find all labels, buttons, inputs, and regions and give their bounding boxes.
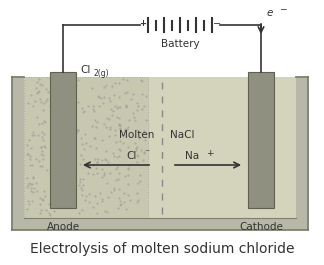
Bar	[24, 77, 148, 218]
Bar	[296, 77, 308, 230]
Text: Anode: Anode	[46, 222, 80, 232]
Text: ⁻: ⁻	[145, 148, 150, 158]
Text: +: +	[206, 149, 214, 158]
Text: 2(g): 2(g)	[93, 69, 109, 78]
Text: Cl: Cl	[80, 65, 90, 75]
Text: −: −	[213, 19, 221, 29]
Bar	[12, 218, 308, 230]
Text: Electrolysis of molten sodium chloride: Electrolysis of molten sodium chloride	[30, 242, 294, 256]
Text: NaCl: NaCl	[170, 130, 194, 140]
Bar	[12, 77, 24, 230]
Bar	[50, 72, 76, 208]
Text: Molten: Molten	[119, 130, 154, 140]
Text: Cathode: Cathode	[239, 222, 283, 232]
Text: e: e	[267, 8, 273, 18]
Text: Battery: Battery	[161, 39, 199, 49]
Text: Cl: Cl	[127, 151, 137, 161]
Bar	[24, 77, 296, 218]
Bar	[248, 72, 274, 208]
Text: Na: Na	[185, 151, 199, 161]
Text: −: −	[279, 5, 286, 14]
Text: +: +	[140, 20, 146, 29]
